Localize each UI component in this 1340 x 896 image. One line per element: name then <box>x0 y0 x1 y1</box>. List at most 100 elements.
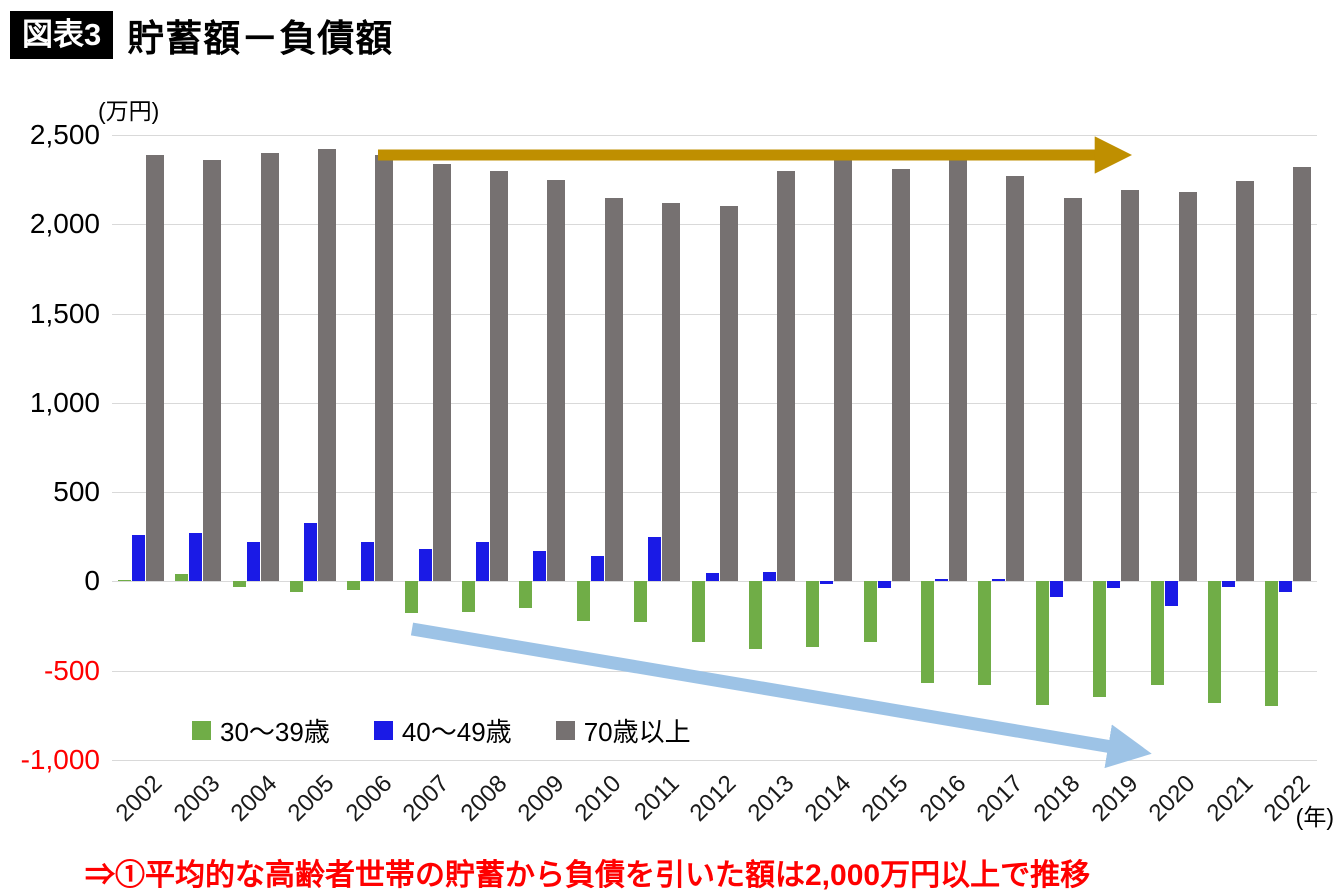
bar-30-39-2014 <box>806 581 820 648</box>
bar-70plus-2005 <box>317 149 336 582</box>
bar-40-49-2021 <box>1221 581 1235 587</box>
bar-30-39-2010 <box>576 581 590 621</box>
x-tick-label-2015: 2015 <box>856 770 914 827</box>
x-tick-label-2021: 2021 <box>1201 770 1258 827</box>
bar-40-49-2011 <box>648 536 662 582</box>
bar-70plus-2014 <box>834 152 853 582</box>
bar-40-49-2020 <box>1164 581 1178 607</box>
bar-30-39-2022 <box>1265 581 1279 707</box>
bar-40-49-2006 <box>361 542 375 582</box>
legend-item-70plus: 70歳以上 <box>555 712 691 749</box>
bar-40-49-2007 <box>418 549 432 582</box>
bar-40-49-2008 <box>476 542 489 582</box>
bar-70plus-2013 <box>776 170 795 582</box>
x-tick-label-2018: 2018 <box>1029 770 1086 827</box>
x-tick-label-2010: 2010 <box>569 770 627 827</box>
chart-title: 貯蓄額－負債額 <box>127 18 394 59</box>
legend-item-30-39: 30〜39歳 <box>192 712 330 749</box>
bar-40-49-2022 <box>1279 581 1293 593</box>
bar-30-39-2005 <box>289 581 303 593</box>
bar-40-49-2019 <box>1107 581 1121 589</box>
legend-label-30-39: 30〜39歳 <box>220 717 330 747</box>
bar-30-39-2012 <box>691 581 705 643</box>
x-tick-label-2016: 2016 <box>914 770 972 827</box>
x-axis-unit-label: (年) <box>1295 804 1334 830</box>
x-tick-label-2013: 2013 <box>742 770 799 827</box>
y-tick-label: 2,000 <box>29 208 100 240</box>
bar-70plus-2020 <box>1178 192 1197 582</box>
bar-30-39-2004 <box>232 581 246 587</box>
bar-70plus-2017 <box>1006 176 1025 582</box>
gridline <box>112 402 1317 404</box>
y-tick-label: 1,000 <box>29 386 100 418</box>
bar-70plus-2009 <box>547 179 566 582</box>
chart-legend: 30〜39歳 40〜49歳 70歳以上 <box>192 712 691 749</box>
footnote: ⇒①平均的な高齢者世帯の貯蓄から負債を引いた額は2,000万円以上で推移 <box>85 859 1091 892</box>
legend-item-40-49: 40〜49歳 <box>373 712 512 749</box>
x-tick-label-2002: 2002 <box>110 770 168 827</box>
gridline <box>112 313 1317 315</box>
bar-30-39-2008 <box>462 581 475 612</box>
bar-30-39-2019 <box>1093 581 1107 698</box>
x-tick-label-2011: 2011 <box>628 770 685 826</box>
bar-30-39-2013 <box>748 581 762 650</box>
bar-30-39-2018 <box>1035 581 1049 705</box>
gridline <box>112 492 1317 494</box>
gridline <box>112 581 1317 583</box>
legend-swatch-70plus-icon <box>555 721 575 740</box>
bar-30-39-2016 <box>921 581 934 684</box>
bar-70plus-2012 <box>719 206 738 582</box>
bar-70plus-2002 <box>145 154 164 582</box>
legend-label-70plus: 70歳以上 <box>583 717 691 747</box>
bar-40-49-2012 <box>705 572 719 582</box>
bar-30-39-2021 <box>1207 581 1221 703</box>
x-tick-label-2020: 2020 <box>1143 770 1201 827</box>
x-tick-label-2004: 2004 <box>225 770 283 827</box>
legend-swatch-30-39-icon <box>192 721 211 740</box>
bar-40-49-2005 <box>303 522 317 582</box>
bar-40-49-2002 <box>131 535 145 582</box>
bar-40-49-2015 <box>877 581 891 588</box>
y-tick-label: -500 <box>43 654 100 686</box>
legend-swatch-40-49-icon <box>373 721 393 740</box>
x-tick-label-2014: 2014 <box>799 770 857 827</box>
plot-area <box>112 135 1317 761</box>
x-tick-label-2012: 2012 <box>684 770 742 827</box>
x-tick-label-2008: 2008 <box>455 770 513 827</box>
gridline <box>112 135 1317 136</box>
bar-30-39-2017 <box>978 581 992 685</box>
y-tick-label: -1,000 <box>20 744 100 775</box>
bar-70plus-2022 <box>1293 167 1312 582</box>
x-tick-label-2009: 2009 <box>512 770 570 827</box>
bar-70plus-2021 <box>1235 181 1254 582</box>
bar-40-49-2017 <box>992 578 1006 582</box>
bar-70plus-2004 <box>260 152 279 582</box>
x-tick-label-2005: 2005 <box>283 770 340 827</box>
bar-40-49-2010 <box>590 556 604 582</box>
bar-70plus-2008 <box>490 170 508 582</box>
y-tick-label: 500 <box>53 476 100 508</box>
bar-40-49-2014 <box>820 581 834 585</box>
figure-number-badge: 図表3 <box>10 11 114 59</box>
bar-70plus-2003 <box>203 160 222 582</box>
bar-30-39-2006 <box>347 581 361 591</box>
bar-70plus-2016 <box>949 160 967 582</box>
x-tick-label-2007: 2007 <box>397 770 455 827</box>
bar-40-49-2009 <box>533 551 547 582</box>
legend-label-40-49: 40〜49歳 <box>401 717 512 747</box>
y-tick-label: 2,500 <box>29 119 100 150</box>
bar-40-49-2004 <box>246 542 260 582</box>
bar-30-39-2009 <box>519 581 533 609</box>
x-tick-label-2017: 2017 <box>971 770 1029 827</box>
x-tick-label-2019: 2019 <box>1086 770 1144 827</box>
y-axis-unit-label: (万円) <box>98 98 160 124</box>
bar-30-39-2007 <box>404 581 418 614</box>
bar-30-39-2003 <box>175 574 189 582</box>
bar-30-39-2002 <box>117 579 131 582</box>
y-tick-label: 1,500 <box>29 297 100 329</box>
gridline <box>112 670 1317 672</box>
bar-40-49-2018 <box>1049 581 1063 598</box>
chart-header: 図表3 貯蓄額－負債額 <box>10 8 393 62</box>
gridline <box>112 224 1317 226</box>
